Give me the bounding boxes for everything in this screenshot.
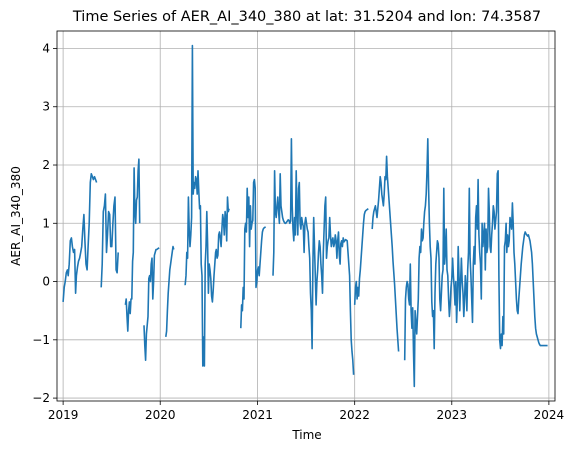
y-tick-label: 3 [42, 100, 50, 114]
series-line-segment [240, 178, 267, 329]
y-tick-label: −1 [32, 333, 50, 347]
chart-title: Time Series of AER_AI_340_380 at lat: 31… [72, 9, 541, 25]
y-tick-label: 2 [42, 158, 50, 172]
x-tick-label: 2019 [48, 408, 79, 422]
series-line-segment [403, 138, 548, 388]
series-group [62, 44, 548, 388]
series-line-segment [184, 44, 230, 367]
series-line-segment [143, 247, 160, 362]
series-line-segment [165, 245, 175, 338]
x-tick-label: 2022 [339, 408, 370, 422]
x-tick-label: 2020 [145, 408, 176, 422]
plot-frame [56, 30, 556, 402]
grid [57, 31, 555, 401]
y-tick-label: 0 [42, 275, 50, 289]
x-tick-label: 2021 [242, 408, 273, 422]
series-line-segment [371, 155, 400, 352]
y-axis-label: AER_AI_340_380 [9, 166, 23, 266]
series-line-segment [272, 138, 355, 375]
series-line-segment [353, 208, 369, 305]
series-line-segment [124, 158, 141, 332]
y-tick-label: 4 [42, 41, 50, 55]
y-tick-label: −2 [32, 391, 50, 405]
x-tick-label: 2023 [437, 408, 468, 422]
x-axis-ticks: 2019 2020 2021 2022 2023 2024 [48, 401, 564, 422]
x-tick-label: 2024 [534, 408, 565, 422]
y-axis-ticks: −2 −1 0 1 2 3 4 [32, 41, 57, 405]
series-line-segment [62, 173, 98, 302]
series-line-segment [100, 193, 119, 288]
x-axis-label: Time [291, 428, 321, 442]
y-tick-label: 1 [42, 216, 50, 230]
